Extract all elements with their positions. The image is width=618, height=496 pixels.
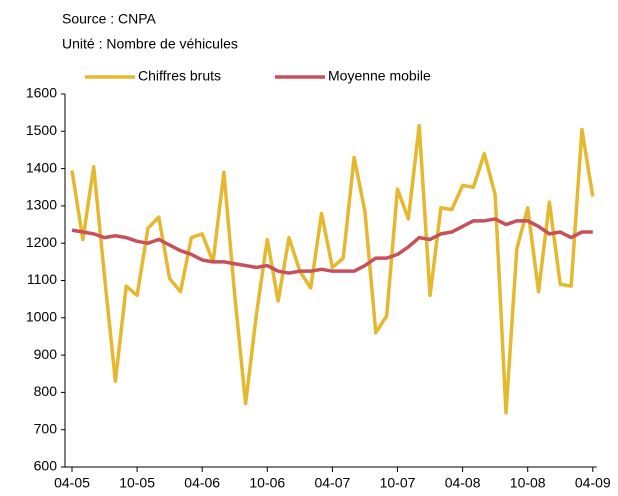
- x-tick-label: 04-08: [445, 475, 481, 491]
- x-tick-label: 10-08: [510, 475, 546, 491]
- x-tick-label: 04-06: [184, 475, 220, 491]
- x-tick-label: 04-05: [54, 475, 90, 491]
- x-tick-label: 10-05: [119, 475, 155, 491]
- y-tick-label: 1500: [26, 122, 57, 138]
- y-tick-label: 1000: [26, 309, 57, 325]
- y-tick-label: 700: [34, 420, 58, 436]
- y-tick-label: 1600: [26, 85, 57, 101]
- line-series: [70, 123, 595, 415]
- x-tick-label: 10-07: [380, 475, 416, 491]
- y-tick-label: 900: [34, 346, 58, 362]
- y-tick-label: 800: [34, 383, 58, 399]
- y-tick-label: 1400: [26, 159, 57, 175]
- y-tick-label: 1300: [26, 197, 57, 213]
- legend-label: Chiffres bruts: [138, 68, 221, 84]
- y-tick-label: 600: [34, 458, 58, 474]
- x-tick-label: 04-09: [575, 475, 611, 491]
- line-series: [71, 217, 593, 275]
- y-tick-label: 1100: [27, 271, 57, 287]
- legend-label: Moyenne mobile: [328, 68, 431, 84]
- source: Source : CNPA: [62, 11, 157, 27]
- y-tick-label: 1200: [26, 234, 57, 250]
- unit: Unité : Nombre de véhicules: [62, 36, 238, 52]
- x-tick-label: 04-07: [314, 475, 350, 491]
- x-tick-label: 10-06: [249, 475, 285, 491]
